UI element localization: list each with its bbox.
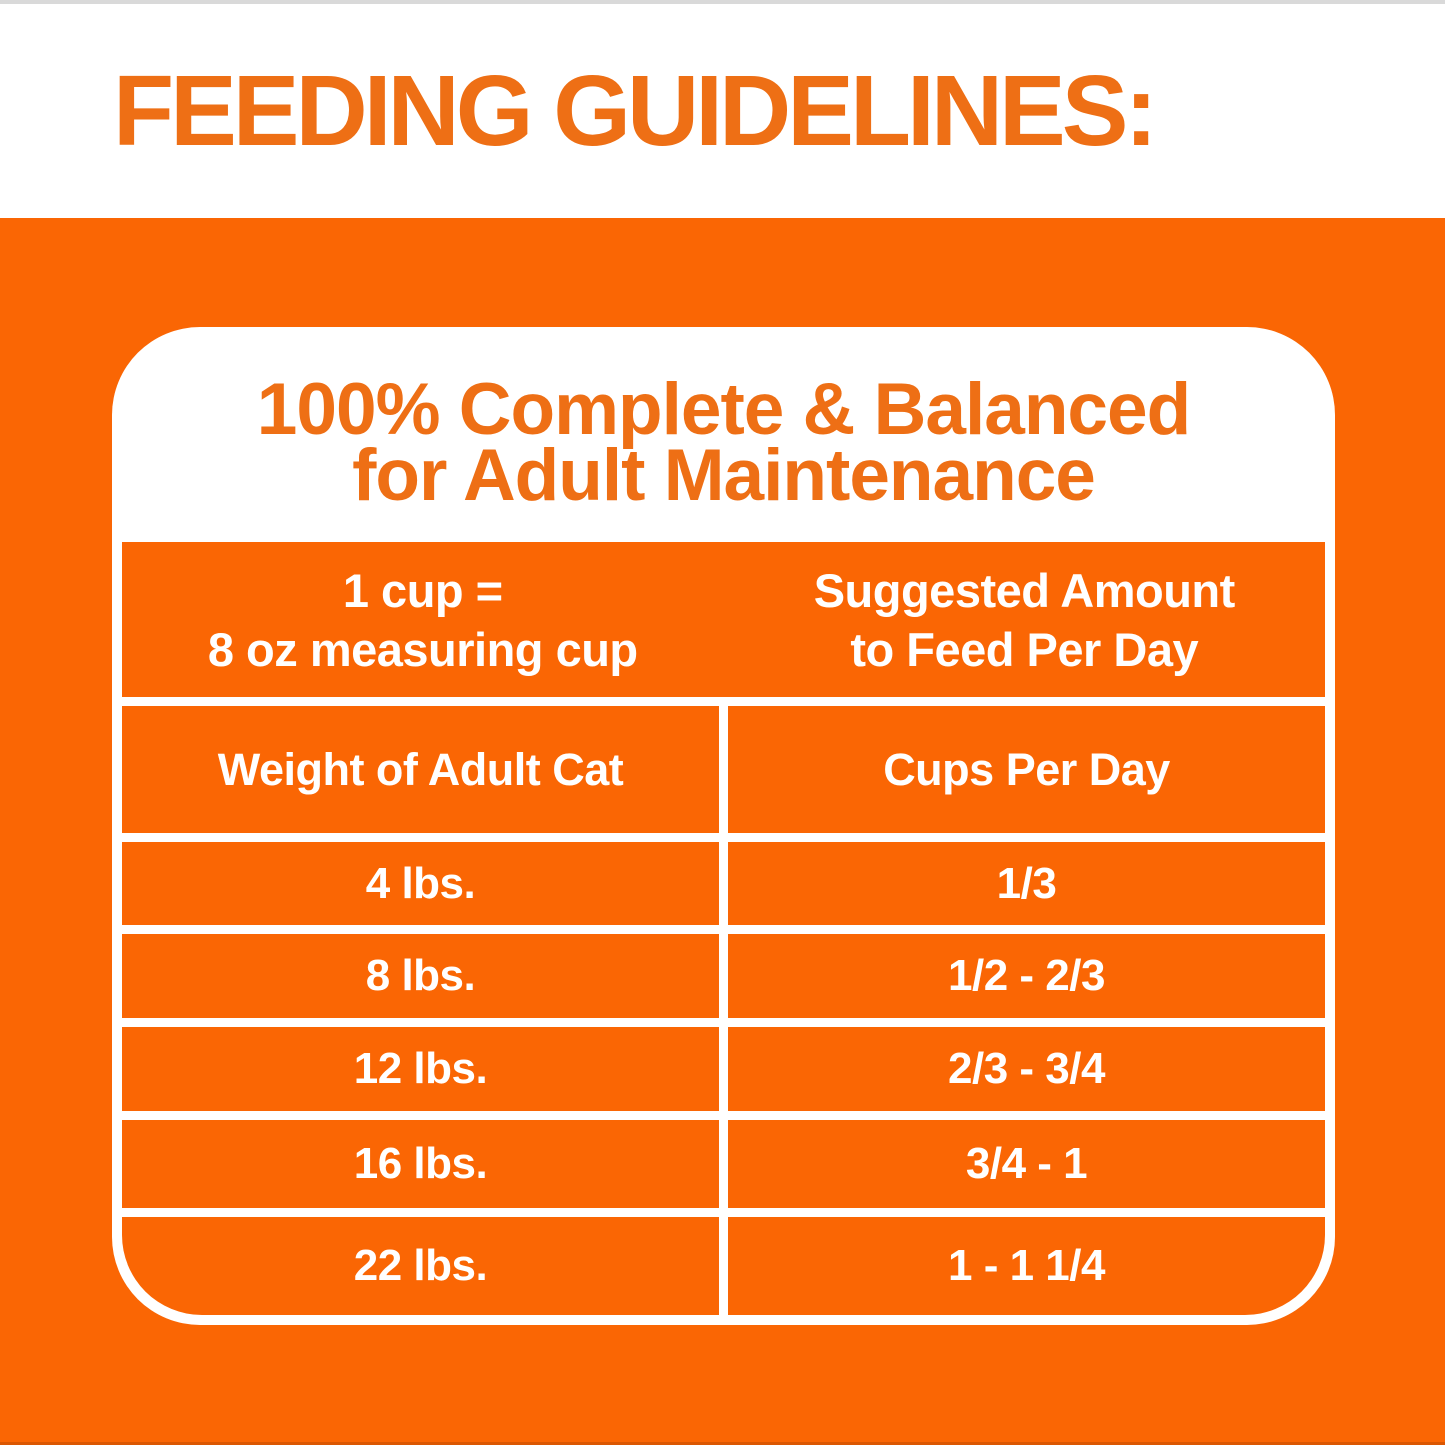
cups-cell: 3/4 - 1 [719, 1120, 1325, 1208]
suggested-amount-cell: Suggested Amount to Feed Per Day [723, 542, 1325, 697]
cup-definition-cell: 1 cup = 8 oz measuring cup [122, 542, 724, 697]
table-header-row: Weight of Adult Cat Cups Per Day [122, 706, 1325, 833]
feeding-table: 1 cup = 8 oz measuring cup Suggested Amo… [122, 542, 1325, 1315]
weight-cell: 22 lbs. [122, 1217, 719, 1315]
card-heading-line2: for Adult Maintenance [352, 434, 1096, 516]
weight-cell: 4 lbs. [122, 842, 719, 925]
suggested-amount-line2: to Feed Per Day [850, 622, 1199, 676]
cups-cell: 1/3 [719, 842, 1325, 925]
table-row: 8 lbs. 1/2 - 2/3 [122, 934, 1325, 1018]
suggested-amount-line1: Suggested Amount [813, 563, 1236, 617]
bottom-artifact-strip [0, 1442, 1445, 1445]
feeding-guidelines-card: 100% Complete & Balanced for Adult Maint… [112, 327, 1335, 1325]
cup-definition-line2: 8 oz measuring cup [207, 622, 638, 676]
table-row-units: 1 cup = 8 oz measuring cup Suggested Amo… [122, 542, 1325, 697]
orange-background: 100% Complete & Balanced for Adult Maint… [0, 218, 1445, 1445]
cup-definition-line1: 1 cup = [342, 563, 503, 617]
table-row: 22 lbs. 1 - 1 1/4 [122, 1217, 1325, 1315]
card-inner: 100% Complete & Balanced for Adult Maint… [122, 337, 1325, 1315]
weight-cell: 16 lbs. [122, 1120, 719, 1208]
cups-cell: 1/2 - 2/3 [719, 934, 1325, 1018]
cups-cell: 1 - 1 1/4 [719, 1217, 1325, 1315]
card-heading-line1: 100% Complete & Balanced [256, 368, 1191, 450]
column-header-cups: Cups Per Day [719, 706, 1325, 833]
column-header-weight: Weight of Adult Cat [122, 706, 719, 833]
cups-cell: 2/3 - 3/4 [719, 1027, 1325, 1111]
card-heading: 100% Complete & Balanced for Adult Maint… [122, 337, 1325, 542]
weight-cell: 8 lbs. [122, 934, 719, 1018]
weight-cell: 12 lbs. [122, 1027, 719, 1111]
table-row: 16 lbs. 3/4 - 1 [122, 1120, 1325, 1208]
table-row: 4 lbs. 1/3 [122, 842, 1325, 925]
title-band: FEEDING GUIDELINES: [0, 4, 1445, 218]
page-title: FEEDING GUIDELINES: [113, 55, 1158, 167]
table-row: 12 lbs. 2/3 - 3/4 [122, 1027, 1325, 1111]
top-artifact-strip [0, 0, 1445, 4]
